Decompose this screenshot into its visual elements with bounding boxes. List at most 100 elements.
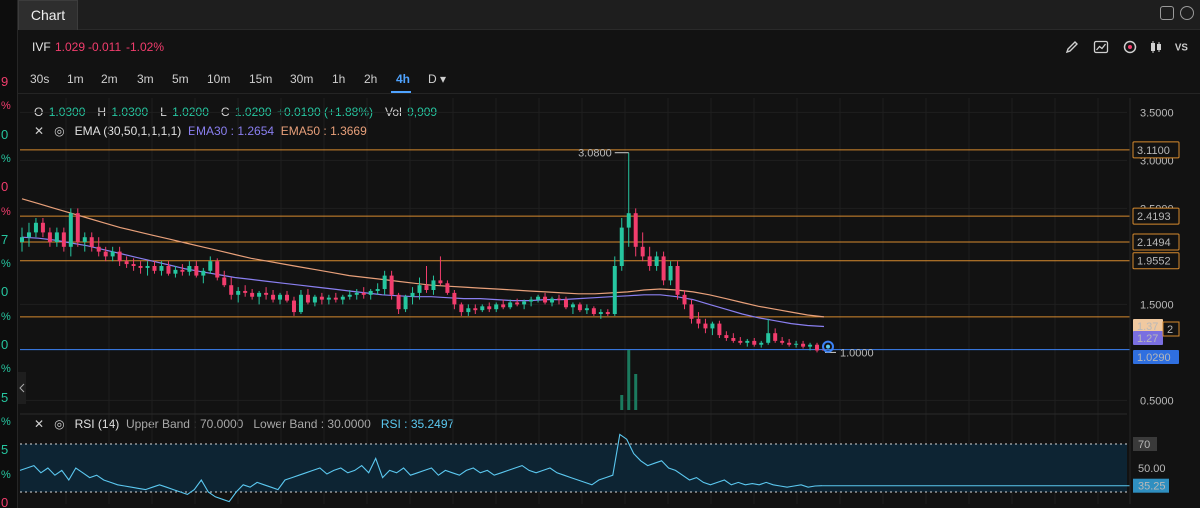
level-tag xyxy=(1132,252,1180,270)
candle-body xyxy=(556,298,561,300)
candle-body xyxy=(159,266,164,271)
eye-icon[interactable]: ◎ xyxy=(54,417,65,431)
candle-body xyxy=(222,277,227,286)
candle-body xyxy=(271,294,276,300)
tab-timeframe-30m[interactable]: 30m xyxy=(290,72,314,86)
candle-body xyxy=(480,306,485,311)
candle-body xyxy=(752,340,757,345)
indicators-icon[interactable] xyxy=(1122,39,1138,55)
candle-body xyxy=(494,304,499,310)
level-tag-label: 3.1100 xyxy=(1137,145,1170,157)
candle-body xyxy=(117,251,122,262)
candlestick-style-icon[interactable] xyxy=(1148,39,1164,55)
tab-timeframe-30s[interactable]: 30s xyxy=(30,72,50,86)
candle-body xyxy=(166,266,171,274)
candle-body xyxy=(208,261,213,271)
candle-body xyxy=(563,299,568,308)
watchlist-edge[interactable]: 9% 0% 0% 7% 0% 0% 5% 5% 0 xyxy=(0,0,18,508)
compare-icon[interactable]: VS xyxy=(1174,39,1190,55)
candle-body xyxy=(773,333,778,341)
level-tag xyxy=(1132,233,1180,251)
watchlist-change-value: % xyxy=(1,258,11,271)
candle-body xyxy=(710,323,715,329)
candle-body xyxy=(424,285,429,290)
tab-timeframe-10m[interactable]: 10m xyxy=(207,72,231,86)
price-tag xyxy=(1133,319,1163,333)
active-timeframe-indicator xyxy=(391,91,411,93)
candle-body xyxy=(731,338,736,341)
svg-text:VS: VS xyxy=(1175,43,1189,54)
tab-timeframe-4h[interactable]: 4h xyxy=(396,72,411,86)
candle-body xyxy=(431,280,436,290)
tab-timeframe-1h[interactable]: 1h xyxy=(332,72,346,86)
tab-timeframe-D[interactable]: D ▾ xyxy=(428,72,447,86)
rsi-legend: ✕ ◎ RSI (14) Upper Band : 70.0000 Lower … xyxy=(34,417,454,431)
candle-body xyxy=(787,342,792,345)
ema30-line xyxy=(21,236,825,328)
candle-body xyxy=(124,261,129,265)
price-tag xyxy=(1133,350,1179,364)
candle-body xyxy=(703,323,708,329)
eye-icon[interactable]: ◎ xyxy=(54,124,65,138)
tab-timeframe-15m[interactable]: 15m xyxy=(249,72,273,86)
watchlist-change-value: 7 xyxy=(1,231,9,247)
candle-body xyxy=(501,304,506,308)
watchlist-change-value: % xyxy=(1,100,11,113)
candle-body xyxy=(745,340,750,343)
candle-body xyxy=(215,261,220,278)
candle-body xyxy=(138,266,143,268)
close-icon[interactable]: ✕ xyxy=(34,417,45,431)
candle-body xyxy=(340,296,345,300)
candle-body xyxy=(26,232,31,238)
last-price-dot xyxy=(826,344,830,349)
tab-timeframe-1m[interactable]: 1m xyxy=(67,72,84,86)
chart-tab-title[interactable]: Chart xyxy=(18,0,78,30)
candle-body xyxy=(522,301,527,305)
candle-body xyxy=(229,285,234,295)
symbol-change-pct: -1.02% xyxy=(126,40,165,54)
tab-timeframe-2h[interactable]: 2h xyxy=(364,72,378,86)
level-tag xyxy=(1162,321,1180,337)
candle-body xyxy=(808,344,813,347)
candle-body xyxy=(368,290,373,295)
candle-body xyxy=(417,285,422,293)
timeframe-bar: 30s 1m 2m 3m 5m 10m 15m 30m 1h 2h 4h D ▾ xyxy=(18,64,1200,94)
rsi-name[interactable]: RSI (14) xyxy=(74,417,120,431)
collapse-handle xyxy=(18,372,26,404)
high-annotation: 3.0800 xyxy=(578,148,612,160)
tab-timeframe-2m[interactable]: 2m xyxy=(101,72,118,86)
ema30-value: EMA30 : 1.2654 xyxy=(187,124,275,138)
last-price-marker xyxy=(822,340,834,353)
candle-body xyxy=(577,304,582,311)
close-icon[interactable]: ✕ xyxy=(34,124,45,138)
tab-timeframe-5m[interactable]: 5m xyxy=(172,72,189,86)
level-tag-label: 2.4193 xyxy=(1137,211,1171,223)
watchlist-change-value: 0 xyxy=(1,494,9,508)
candle-body xyxy=(445,283,450,293)
ema50-line xyxy=(21,198,825,318)
candle-body xyxy=(570,304,575,308)
y-axis-tick-label: 1.5000 xyxy=(1140,299,1174,311)
candle-body xyxy=(89,237,94,247)
candle-body xyxy=(347,294,352,297)
price-tag-label: 1.27 xyxy=(1137,333,1158,345)
candle-body xyxy=(61,232,66,247)
volume-bar xyxy=(627,350,631,410)
tab-timeframe-3m[interactable]: 3m xyxy=(137,72,154,86)
candle-body xyxy=(194,266,199,276)
candle-body xyxy=(40,222,45,233)
candle-body xyxy=(473,308,478,311)
settings-icon[interactable] xyxy=(1180,6,1194,20)
symbol-ticker[interactable]: IVF xyxy=(32,40,51,54)
candle-body xyxy=(612,266,617,314)
candle-body xyxy=(724,335,729,338)
candle-body xyxy=(278,294,283,300)
candle-body xyxy=(103,251,108,257)
pencil-icon[interactable] xyxy=(1064,39,1080,55)
chart-type-icon[interactable] xyxy=(1093,39,1109,55)
candle-body xyxy=(626,213,631,228)
ema-name[interactable]: EMA (30,50,1,1,1,1) xyxy=(74,124,182,138)
candle-body xyxy=(110,251,115,257)
expand-icon[interactable] xyxy=(1160,6,1174,20)
